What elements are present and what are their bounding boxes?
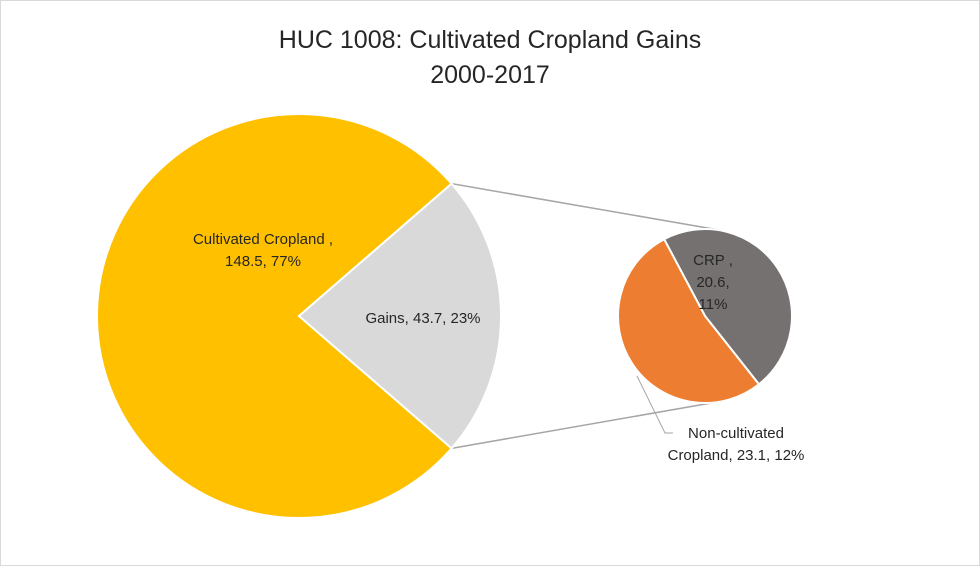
secondary-pie [617, 228, 793, 404]
slice-non-cultivated-cropland [617, 237, 761, 404]
leader-line [636, 375, 673, 434]
label-gains: Gains, 43.7, 23% [365, 310, 480, 327]
chart-title: HUC 1008: Cultivated Cropland Gains [279, 26, 701, 54]
slice-gains [297, 182, 502, 450]
main-pie [96, 113, 502, 519]
slice-crp [662, 228, 793, 386]
label-crp: CRP , 20.6, 11% [693, 252, 733, 313]
label-cultivated-cropland: Cultivated Cropland , 148.5, 77% [193, 231, 333, 270]
chart-subtitle: 2000-2017 [430, 61, 550, 89]
connector-lines [451, 182, 720, 450]
label-non-cultivated-cropland: Non-cultivated Cropland, 23.1, 12% [668, 425, 805, 464]
slice-cultivated-cropland [96, 113, 454, 519]
connector-line-bottom [451, 401, 718, 450]
data-labels: Cultivated Cropland , 148.5, 77% Gains, 43… [193, 231, 804, 464]
connector-line-top [451, 182, 720, 231]
